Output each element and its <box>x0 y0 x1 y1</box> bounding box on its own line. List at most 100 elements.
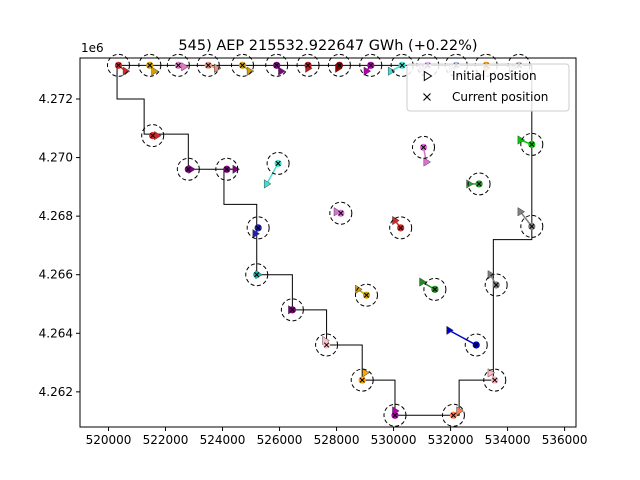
turbine-path <box>266 163 279 185</box>
turbine-initial-marker <box>214 63 222 73</box>
turbine-23 <box>350 368 374 392</box>
turbine-current-x <box>254 272 260 278</box>
turbine-current-x <box>368 62 374 68</box>
turbine-initial-marker <box>151 66 159 76</box>
turbine-current-x <box>150 132 156 139</box>
turbine-radius-circle <box>166 53 190 77</box>
turbine-radius-circle <box>266 151 290 175</box>
turbine-current-x <box>185 166 191 172</box>
turbine-21 <box>280 298 304 322</box>
turbine-current-x <box>323 342 330 348</box>
turbine-radius-circle <box>350 368 374 392</box>
turbine-radius-circle <box>520 132 544 156</box>
turbine-25 <box>441 403 465 427</box>
turbine-initial-marker <box>363 66 372 76</box>
turbine-radius-circle <box>467 172 491 196</box>
turbine-initial-marker <box>446 325 454 336</box>
turbine-radius-circle <box>176 157 200 181</box>
turbine-radius-circle <box>464 333 488 357</box>
turbine-radius-circle <box>359 53 383 77</box>
turbine-7 <box>296 53 320 77</box>
x-tick-label: 532000 <box>428 433 474 447</box>
turbine-19 <box>246 216 270 240</box>
legend-current-marker <box>423 93 431 101</box>
turbine-29 <box>419 277 447 301</box>
turbine-current-x <box>529 223 535 230</box>
turbine-31 <box>466 172 491 196</box>
turbine-35 <box>517 207 544 238</box>
y-tick-label: 4.268 <box>39 209 73 223</box>
turbine-radius-circle <box>315 333 339 357</box>
x-tick-label: 528000 <box>314 433 360 447</box>
turbine-radius-circle <box>441 403 465 427</box>
turbine-28 <box>389 215 413 240</box>
turbine-current-x <box>224 166 230 172</box>
turbine-20 <box>245 263 269 287</box>
turbine-initial-marker <box>517 135 526 145</box>
legend-initial-marker <box>423 70 433 82</box>
turbine-current-x <box>529 141 535 148</box>
turbine-current-x <box>289 307 296 313</box>
turbine-33 <box>484 270 508 297</box>
turbine-initial-marker <box>517 207 526 217</box>
turbine-current-x <box>398 225 404 231</box>
turbine-24 <box>383 403 407 427</box>
turbine-initial-marker <box>423 157 432 167</box>
turbine-radius-circle <box>265 53 289 77</box>
y-tick-label: 4.266 <box>39 268 73 282</box>
turbine-30 <box>411 135 435 167</box>
turbine-32 <box>446 325 488 357</box>
turbine-2 <box>138 53 162 77</box>
y-tick-label: 4.270 <box>39 151 73 165</box>
turbine-34 <box>483 368 507 392</box>
turbine-initial-marker <box>232 164 241 174</box>
turbine-current-x <box>493 282 499 288</box>
turbine-15 <box>141 124 165 148</box>
x-tick-label: 530000 <box>371 433 417 447</box>
turbine-current-x <box>420 144 427 150</box>
turbine-path <box>448 329 477 346</box>
turbine-current-x <box>147 62 153 68</box>
turbine-1 <box>106 53 131 77</box>
turbine-36 <box>517 132 544 156</box>
turbine-16 <box>176 157 200 181</box>
turbine-current-x <box>399 62 405 68</box>
turbine-radius-circle <box>246 216 270 240</box>
axes-frame <box>79 57 577 428</box>
turbine-5 <box>230 53 255 77</box>
turbine-current-x <box>450 412 457 418</box>
turbine-current-x <box>492 377 498 383</box>
turbine-radius-circle <box>423 277 447 301</box>
legend-initial-label: Initial position <box>452 69 537 83</box>
turbine-radius-circle <box>383 403 407 427</box>
x-tick-label: 536000 <box>542 433 588 447</box>
turbine-radius-circle <box>138 53 162 77</box>
turbine-27 <box>354 283 378 307</box>
turbine-radius-circle <box>389 216 413 240</box>
legend-current-label: Current position <box>452 90 548 104</box>
turbine-radius-circle <box>327 53 351 77</box>
turbine-current-x <box>305 62 311 68</box>
turbine-6 <box>265 53 289 77</box>
turbine-current-x <box>255 225 261 231</box>
turbine-initial-marker <box>387 66 396 76</box>
turbine-current-x <box>205 62 211 68</box>
turbine-radius-circle <box>230 53 254 77</box>
axes: 520000 522000 524000 526000 528000 530000 5320… <box>39 57 588 447</box>
turbine-radius-circle <box>280 298 304 322</box>
x-tick-label: 520000 <box>86 433 132 447</box>
legend: Initial position Current position <box>406 63 570 112</box>
turbine-current-x <box>336 62 343 68</box>
x-tick-label: 522000 <box>143 433 189 447</box>
turbine-radius-circle <box>296 53 320 77</box>
turbine-radius-circle <box>196 53 220 77</box>
turbine-current-x <box>359 377 365 383</box>
turbine-radius-circle <box>215 157 239 181</box>
turbine-current-x <box>473 342 479 348</box>
turbine-radius-circle <box>520 214 544 238</box>
turbine-current-x <box>432 286 438 293</box>
turbine-18 <box>263 151 290 189</box>
turbine-radius-circle <box>141 124 165 148</box>
turbine-22 <box>315 333 339 357</box>
